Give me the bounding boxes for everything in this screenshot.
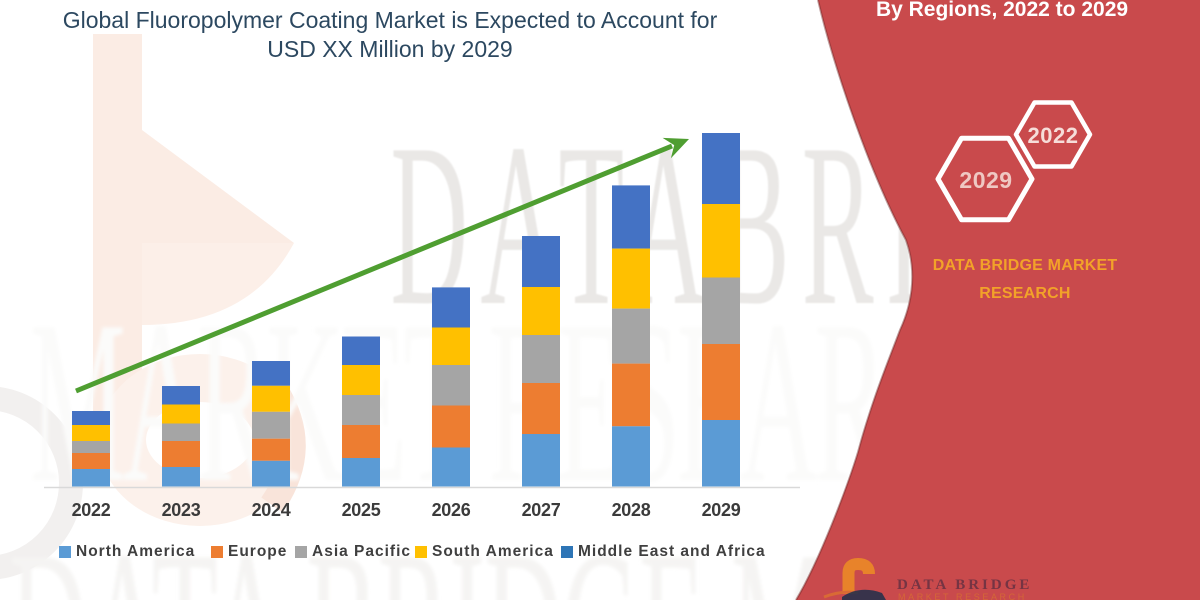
svg-text:2029: 2029 bbox=[959, 167, 1012, 193]
svg-text:DATA BRIDGE: DATA BRIDGE bbox=[897, 577, 1032, 593]
svg-text:2022: 2022 bbox=[1028, 123, 1079, 148]
svg-text:MARKET RESEARCH: MARKET RESEARCH bbox=[898, 592, 1027, 600]
